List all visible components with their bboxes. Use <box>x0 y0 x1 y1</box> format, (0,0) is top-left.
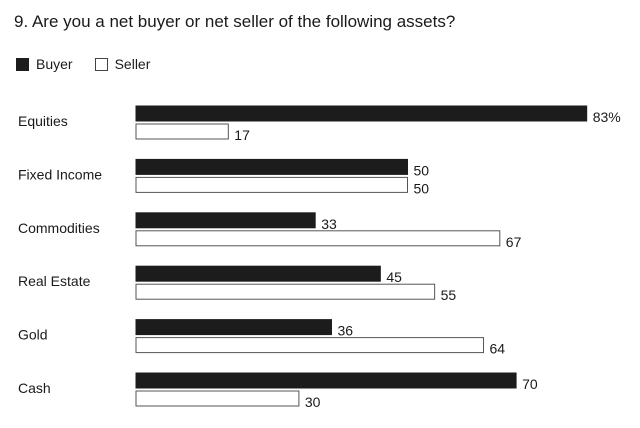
value-label-seller-cash: 30 <box>305 394 321 410</box>
legend-item-seller: Seller <box>94 56 151 72</box>
legend-label-seller: Seller <box>114 56 151 72</box>
value-label-buyer-real-estate: 45 <box>386 269 402 285</box>
bar-buyer-commodities <box>135 212 316 229</box>
bar-buyer-gold <box>135 319 332 336</box>
category-label-commodities: Commodities <box>18 220 100 236</box>
value-label-seller-gold: 64 <box>490 341 506 357</box>
legend-label-buyer: Buyer <box>36 56 73 72</box>
value-label-seller-real-estate: 55 <box>441 287 457 303</box>
bar-seller-equities <box>135 123 229 140</box>
category-label-fixed-income: Fixed Income <box>18 166 102 182</box>
bar-buyer-equities <box>135 105 588 122</box>
bar-seller-cash <box>135 390 300 407</box>
legend: Buyer Seller <box>16 56 172 72</box>
value-label-buyer-cash: 70 <box>522 376 538 392</box>
value-label-seller-fixed-income: 50 <box>414 180 430 196</box>
bar-seller-fixed-income <box>135 176 408 193</box>
category-label-cash: Cash <box>18 380 51 396</box>
category-label-gold: Gold <box>18 327 48 343</box>
category-label-real-estate: Real Estate <box>18 273 91 289</box>
chart-title: 9. Are you a net buyer or net seller of … <box>14 12 456 31</box>
value-label-seller-equities: 17 <box>234 127 250 143</box>
legend-swatch-seller <box>94 57 108 71</box>
value-label-buyer-commodities: 33 <box>321 216 337 232</box>
value-label-buyer-equities: 83% <box>593 109 621 125</box>
value-label-buyer-fixed-income: 50 <box>414 162 430 178</box>
value-label-seller-commodities: 67 <box>506 234 522 250</box>
category-label-equities: Equities <box>18 113 68 129</box>
bar-buyer-real-estate <box>135 265 381 282</box>
legend-item-buyer: Buyer <box>16 56 73 72</box>
bar-seller-real-estate <box>135 283 436 300</box>
bar-seller-gold <box>135 337 485 354</box>
bar-buyer-cash <box>135 372 517 389</box>
legend-swatch-buyer <box>16 57 29 71</box>
value-label-buyer-gold: 36 <box>337 323 353 339</box>
bar-seller-commodities <box>135 230 501 247</box>
bar-buyer-fixed-income <box>135 158 408 175</box>
